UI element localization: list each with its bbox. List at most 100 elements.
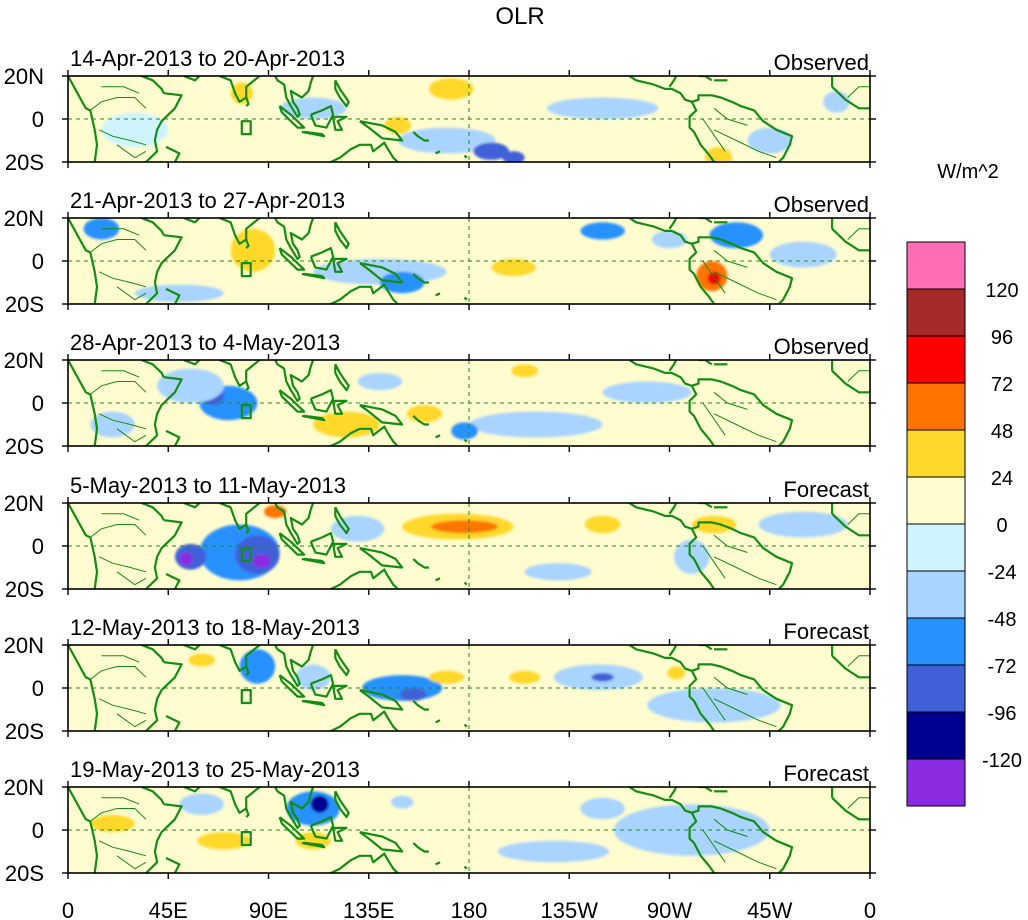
coastline [301,699,326,707]
coastline [68,218,99,304]
x-tick-label: 45W [747,898,792,920]
coastline [309,104,335,129]
coastline [309,531,335,556]
anomaly-blob [769,241,837,268]
coastline [145,376,183,446]
anomaly-field [90,791,770,863]
colorbar-level-label: 24 [991,468,1013,490]
coastline [698,76,713,82]
coastline [245,239,250,249]
y-tick-label: 20N [4,775,44,800]
panel-kind-label: Forecast [783,761,869,786]
country-border [847,86,870,98]
anomaly-blob [310,795,329,813]
coastline [278,816,306,840]
coastline [831,86,870,110]
coastline [309,815,335,840]
coastline [68,76,99,162]
y-tick-label: 20S [5,577,44,602]
y-tick-label: 20N [4,348,44,373]
anomaly-blob [397,127,496,154]
country-border [713,129,777,159]
colorbar-level-label: -24 [988,562,1017,584]
country-border [847,513,870,525]
coastline [412,558,429,569]
country-border [847,228,870,240]
coastline [831,370,870,394]
colorbar-level-label: 96 [991,327,1013,349]
anomaly-blob [524,563,592,581]
anomaly-blob [188,653,216,667]
country-border [116,713,147,728]
country-border [713,271,777,301]
y-tick-label: 0 [32,818,44,843]
coastline [328,710,399,731]
anomaly-blob [399,688,427,701]
coastline [183,218,202,224]
coastline [412,415,429,426]
anomaly-blob [823,91,850,113]
country-border [89,381,147,395]
coastline [259,503,315,546]
anomaly-blob [157,368,224,403]
coastline [831,797,870,821]
panel-kind-label: Observed [774,192,869,217]
coastline [359,547,404,569]
y-tick-label: 0 [32,249,44,274]
coastline [165,715,181,731]
anomaly-blob [473,142,510,160]
coastline [660,503,678,515]
colorbar-bin [906,758,966,807]
coastline [332,542,348,558]
country-border [98,556,147,573]
colorbar-bin [906,664,966,713]
coastline [463,438,468,443]
country-border [116,571,147,586]
coastline [68,503,99,589]
coastline [278,105,306,129]
coastline [660,787,678,799]
coastline [412,131,429,142]
coastline [141,787,165,805]
coastline [328,283,399,304]
country-border [101,797,140,805]
panel-date-label: 12-May-2013 to 18-May-2013 [70,615,360,640]
country-border [89,239,147,253]
coastline [628,76,794,162]
coastlines [68,645,870,731]
coastline [412,842,429,853]
colorbar-level-label: 0 [996,515,1007,537]
panels-group: 20N 0 20S 14-Apr-2013 to 20-Apr-2013 Observe… [4,46,876,886]
anomaly-blob [391,795,414,809]
index-region-box [240,404,252,420]
coastline [309,389,335,413]
panel-date-label: 5-May-2013 to 11-May-2013 [70,473,346,498]
coastline [328,141,399,162]
anomaly-blob [239,649,276,684]
coastline [245,381,250,391]
colorbar-level-label: -72 [988,656,1017,678]
y-tick-label: 20N [4,491,44,516]
coastline [628,503,794,589]
coastline [301,414,326,422]
coastline [245,666,250,676]
coastline [435,719,441,724]
anomaly-blob [580,797,625,820]
coastline [698,787,713,793]
coastline [334,790,350,819]
coastline [141,360,165,378]
coastline [145,234,183,304]
anomaly-field [83,218,837,302]
panel-5: 20N 0 20S 12-May-2013 to 18-May-2013 Forecas… [4,615,876,744]
coastline [688,101,715,162]
coastline [831,228,870,252]
y-tick-label: 20S [5,719,44,744]
index-region-box [240,688,252,705]
colorbar-bin [906,476,966,525]
anomaly-blob [179,793,224,815]
coastline [165,857,181,873]
x-tick-label: 90W [647,898,692,920]
coastline [688,670,716,731]
x-tick-label: 180 [451,898,488,920]
country-border [847,797,870,809]
